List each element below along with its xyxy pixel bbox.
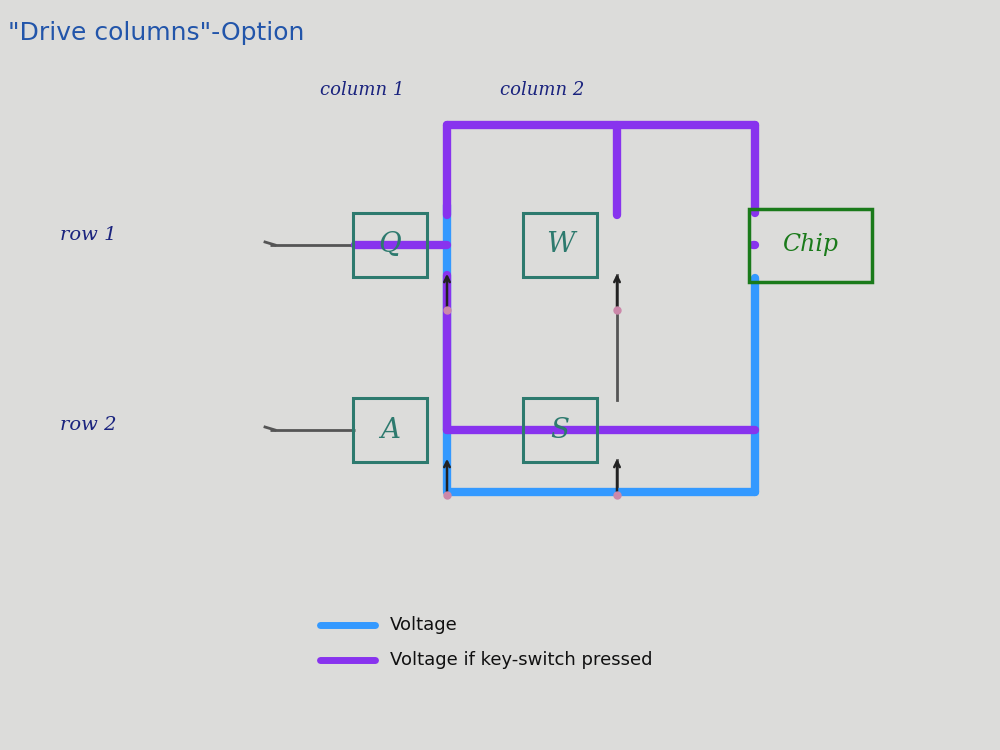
Text: "Drive columns"-Option: "Drive columns"-Option [8,21,304,45]
Text: row 2: row 2 [60,416,116,434]
Text: W: W [546,232,574,259]
Text: Voltage if key-switch pressed: Voltage if key-switch pressed [390,651,652,669]
Text: Chip: Chip [782,233,838,256]
Text: S: S [550,416,570,443]
Text: A: A [380,416,400,443]
Text: column 2: column 2 [500,81,584,99]
Text: Q: Q [379,232,401,259]
Text: row 1: row 1 [60,226,116,244]
Text: Voltage: Voltage [390,616,458,634]
Text: column 1: column 1 [320,81,404,99]
